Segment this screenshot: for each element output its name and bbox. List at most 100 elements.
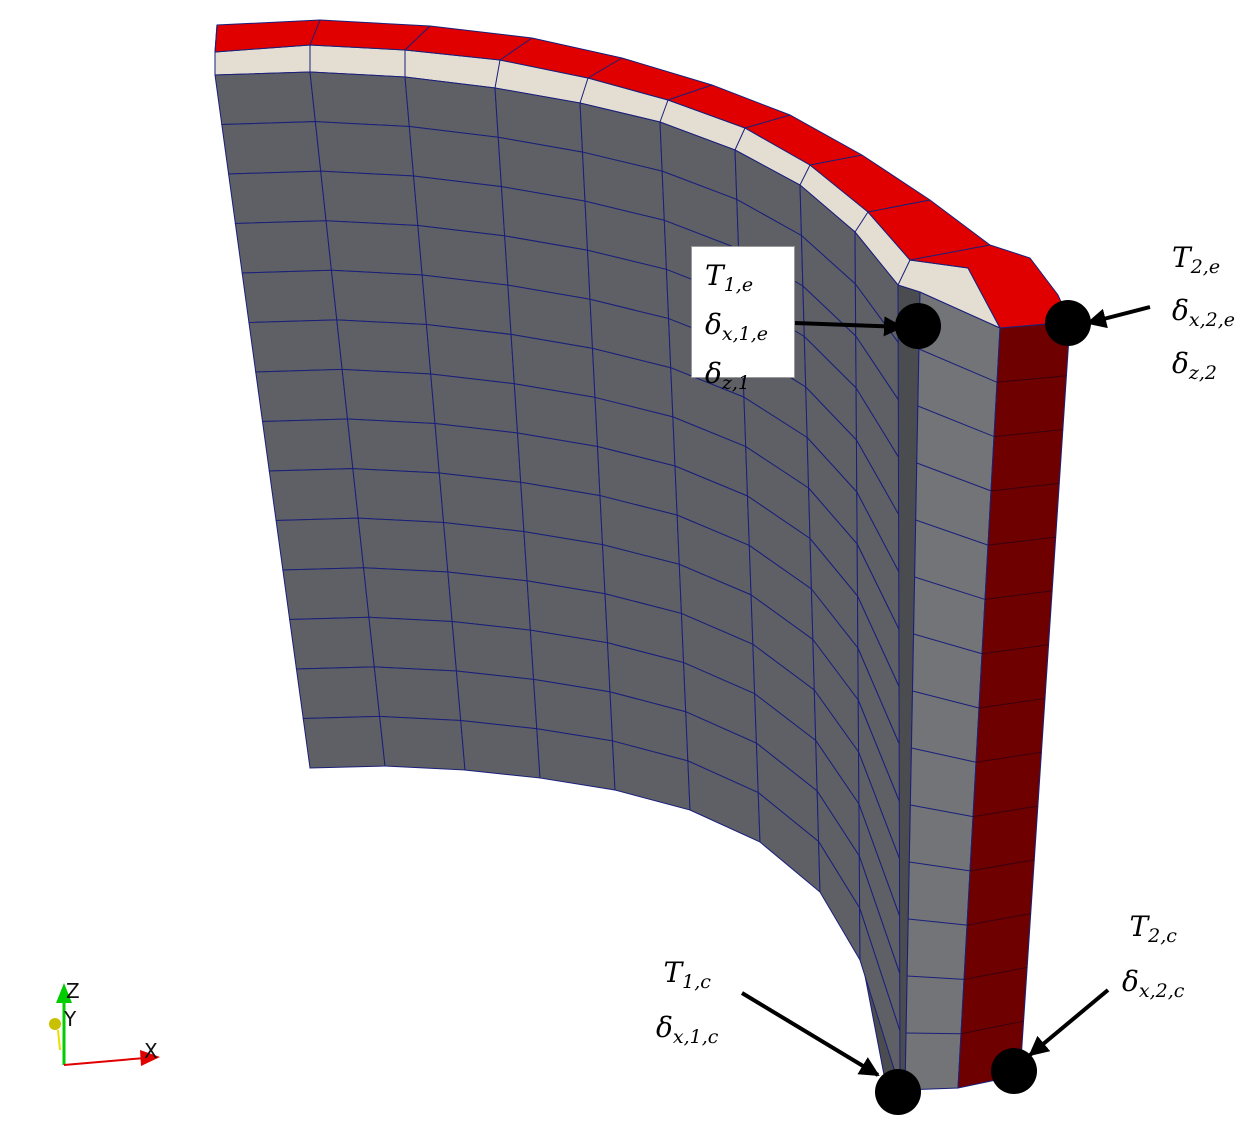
layer-mesh-line [667, 84, 713, 101]
label-node-2e: T2,e δx,2,e δz,2 [1172, 236, 1235, 395]
z-axis-label: Z [66, 979, 80, 1003]
mesh-cell [282, 567, 370, 621]
side-mesh-line [912, 690, 980, 709]
mesh-cell [447, 571, 531, 631]
node-marker [875, 1069, 921, 1115]
side-mesh-line [915, 519, 989, 546]
mesh-cell [214, 71, 316, 126]
node-marker [991, 1048, 1037, 1094]
label-dx-2e: δx,2,e [1172, 294, 1235, 331]
red-side-mesh-line [990, 482, 1060, 492]
mesh-cell [438, 472, 525, 533]
pointer-arrow [1028, 988, 1110, 1057]
label-T-1c: T1,c [663, 956, 711, 993]
side-mesh-line [906, 1032, 962, 1035]
side-mesh-line [908, 918, 968, 926]
side-mesh-line [907, 975, 965, 980]
layer-mesh-line [854, 211, 869, 233]
layer-mesh-line [799, 164, 811, 186]
label-T-2e: T2,e [1172, 241, 1221, 278]
mesh-cell [443, 521, 528, 582]
label-T-2c: T2,c [1129, 910, 1177, 947]
mesh-cell [368, 616, 457, 672]
mesh-cell [373, 666, 462, 722]
mesh-cell [455, 670, 538, 730]
mesh-cell [346, 418, 440, 474]
red-side-mesh-line [987, 536, 1056, 546]
axis-triad: Z Y X [49, 979, 160, 1066]
label-box-1e [691, 246, 795, 378]
mesh-cell [309, 71, 410, 128]
mesh-cell [341, 368, 436, 425]
mesh-cell [268, 468, 359, 522]
red-side-mesh-line [996, 375, 1067, 383]
label-dz-2: δz,2 [1172, 347, 1217, 384]
layer-mesh-line [579, 77, 589, 104]
side-mesh-line [914, 576, 986, 600]
mesh-cell [379, 715, 466, 771]
mesh-cell [241, 269, 338, 324]
red-side-mesh-line [978, 698, 1046, 709]
label-dx-2c: δx,2,c [1122, 965, 1185, 1002]
pointer-arrow [740, 991, 880, 1077]
mesh-cell [325, 220, 423, 276]
side-mesh-line [913, 633, 983, 655]
mesh-cell [275, 517, 365, 571]
pointer-arrow [794, 316, 904, 337]
layer-mesh-line [309, 19, 321, 46]
red-side-mesh-line [972, 805, 1038, 818]
red-side-mesh-line [963, 966, 1028, 980]
mesh-cell [320, 170, 419, 227]
label-node-2c: T2,c δx,2,c [1122, 904, 1184, 1014]
side-mesh-line [911, 747, 977, 763]
y-axis-label: Y [63, 1007, 77, 1031]
layer-mesh-line [494, 59, 501, 89]
mesh-cell [221, 121, 322, 175]
red-side-mesh-line [981, 644, 1049, 655]
node-marker [1045, 300, 1091, 346]
side-mesh-line [909, 861, 971, 872]
red-side-mesh-line [993, 429, 1063, 438]
mesh-cell [302, 715, 386, 769]
mesh-cell [434, 422, 522, 483]
x-axis [63, 1057, 146, 1066]
layer-mesh-line [659, 99, 669, 123]
layer-mesh-line [214, 24, 218, 53]
x-axis-label: X [144, 1039, 158, 1063]
red-side-mesh-line [984, 590, 1053, 600]
mesh-cell [352, 468, 445, 524]
y-arrow-icon [49, 1018, 61, 1030]
layer-mesh-line [744, 114, 791, 129]
side-mesh-line [910, 804, 974, 818]
x-arrow-icon [140, 1050, 160, 1066]
label-node-1c: T1,c δx,1,c [656, 950, 718, 1060]
red-side-mesh-line [960, 1020, 1024, 1035]
mesh-cell [255, 368, 349, 423]
label-dx-1e: δx,1,e [705, 308, 768, 345]
layer-mesh-line [809, 154, 863, 166]
mesh-cell [363, 567, 453, 623]
red-side-mesh-line [975, 751, 1042, 763]
layer-mesh-line [587, 57, 623, 79]
red-side-mesh-line [969, 859, 1035, 872]
mesh-cell [248, 319, 343, 373]
mesh-cell [451, 620, 535, 680]
mesh-cell [357, 517, 449, 573]
side-mesh-line [918, 348, 998, 383]
mesh-cell [261, 418, 354, 472]
layer-mesh-line [499, 37, 533, 61]
node-marker [895, 303, 941, 349]
mesh-cell [295, 666, 381, 720]
label-dx-1c: δx,1,c [656, 1011, 719, 1048]
mesh-cell [289, 616, 375, 670]
z-arrow-icon [56, 983, 72, 1003]
mesh-cell [314, 121, 415, 177]
layer-mesh-line [867, 199, 931, 213]
mesh-cell [330, 269, 427, 326]
side-mesh-line [916, 462, 992, 492]
pointer-arrow [1086, 305, 1151, 329]
mesh-cell [460, 719, 541, 779]
layer-mesh-line [404, 25, 431, 51]
